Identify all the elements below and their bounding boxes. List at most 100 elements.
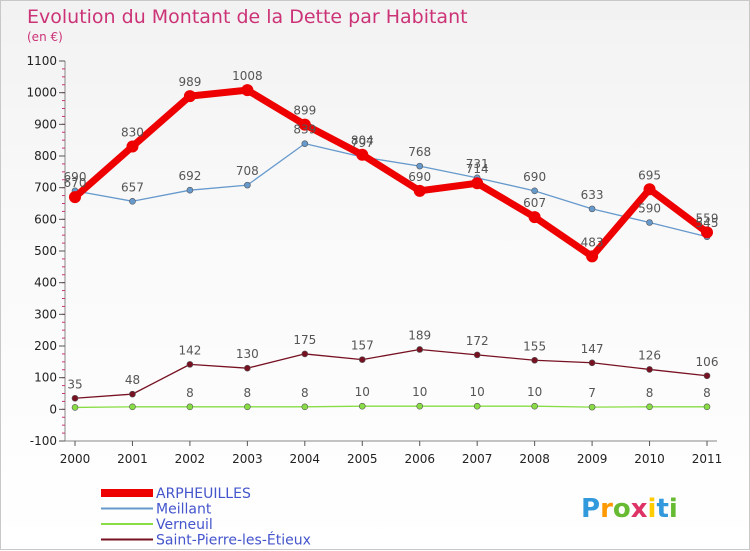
- data-label: 155: [523, 339, 546, 353]
- data-label: 106: [696, 355, 719, 369]
- data-label: 175: [293, 333, 316, 347]
- data-point: [416, 346, 424, 353]
- data-label: 590: [638, 202, 661, 216]
- data-label: 8: [301, 386, 309, 400]
- logo-letter: r: [600, 494, 613, 524]
- data-label: 989: [178, 75, 201, 89]
- data-point: [646, 403, 653, 411]
- data-point: [588, 359, 596, 367]
- x-tick-label: 2002: [175, 452, 206, 466]
- data-label: 10: [355, 385, 370, 399]
- data-label: 8: [244, 386, 252, 400]
- data-label: 692: [178, 169, 201, 183]
- series-line-1: [74, 142, 708, 238]
- data-point: [528, 211, 541, 224]
- legend-label: Verneuil: [156, 517, 213, 533]
- data-point: [244, 181, 251, 189]
- data-point: [301, 350, 309, 358]
- data-label: 690: [523, 170, 546, 184]
- data-point: [471, 177, 484, 190]
- data-point: [69, 191, 81, 204]
- data-label: 695: [638, 168, 661, 182]
- data-point: [301, 403, 309, 411]
- data-point: [129, 403, 136, 411]
- x-tick-label: 2004: [290, 452, 321, 466]
- legend-label: Meillant: [156, 502, 212, 518]
- logo-letter: i: [669, 494, 678, 524]
- x-tick-label: 2011: [692, 452, 723, 466]
- data-point: [646, 366, 653, 373]
- y-tick-label: 500: [34, 244, 57, 258]
- data-label: 804: [351, 134, 374, 148]
- data-label: 839: [293, 123, 316, 137]
- y-tick-label: 400: [34, 276, 57, 290]
- data-label: 657: [121, 180, 144, 194]
- data-point: [643, 183, 656, 196]
- data-label: 483: [581, 235, 604, 249]
- data-label: 690: [64, 170, 87, 184]
- data-label: 899: [293, 104, 316, 118]
- data-label: 633: [581, 188, 604, 202]
- data-label: 10: [470, 385, 485, 399]
- series-line-0: [72, 86, 710, 260]
- data-point: [703, 403, 711, 411]
- data-point: [183, 90, 196, 103]
- data-point: [358, 402, 366, 410]
- data-label: 189: [408, 328, 431, 342]
- data-point: [186, 186, 194, 194]
- y-tick-label: 1100: [26, 54, 57, 68]
- x-tick-label: 2003: [232, 452, 263, 466]
- data-point: [703, 372, 711, 380]
- data-label: 731: [466, 157, 489, 171]
- data-point: [531, 187, 538, 195]
- y-tick-label: 1000: [26, 86, 57, 100]
- data-label: 7: [588, 386, 596, 400]
- data-label: 35: [67, 377, 82, 391]
- data-point: [586, 250, 599, 263]
- logo-letter: P: [581, 494, 600, 524]
- data-label: 714: [466, 162, 489, 176]
- data-label: 830: [121, 126, 144, 140]
- logo-letter: i: [648, 494, 657, 524]
- x-tick-label: 2008: [519, 452, 550, 466]
- data-point: [358, 356, 366, 363]
- y-tick-label: -100: [30, 434, 57, 448]
- data-label: 130: [236, 347, 259, 361]
- data-point: [473, 402, 481, 410]
- data-label: 8: [186, 386, 194, 400]
- x-tick-label: 2007: [462, 452, 493, 466]
- logo-letter: t: [656, 494, 668, 524]
- data-label: 545: [696, 216, 719, 230]
- data-label: 8: [703, 386, 711, 400]
- data-point: [646, 219, 653, 226]
- data-point: [244, 364, 251, 372]
- y-tick-label: 100: [34, 371, 57, 385]
- x-tick-label: 2001: [117, 452, 148, 466]
- data-label: 48: [125, 373, 140, 387]
- data-point: [129, 197, 136, 205]
- data-point: [701, 226, 713, 239]
- x-tick-label: 2009: [577, 452, 608, 466]
- data-label: 142: [178, 343, 201, 357]
- data-label: 10: [412, 385, 427, 399]
- data-point: [186, 361, 194, 368]
- data-point: [244, 403, 251, 411]
- data-point: [473, 351, 481, 359]
- data-point: [301, 140, 309, 147]
- y-tick-label: 300: [34, 307, 57, 321]
- data-point: [241, 84, 254, 97]
- data-label: 768: [408, 145, 431, 159]
- data-point: [413, 184, 426, 197]
- data-point: [71, 394, 79, 402]
- data-label: 172: [466, 334, 489, 348]
- legend-label: ARPHEUILLES: [156, 486, 251, 502]
- chart-title: Evolution du Montant de la Dette par Hab…: [27, 6, 468, 28]
- x-tick-label: 2006: [404, 452, 435, 466]
- legend-label: Saint-Pierre-les-Étieux: [156, 532, 311, 549]
- data-point: [588, 205, 596, 213]
- data-point: [588, 403, 596, 411]
- y-tick-label: 0: [49, 402, 57, 416]
- data-label: 670: [64, 176, 87, 190]
- data-label: 8: [646, 386, 654, 400]
